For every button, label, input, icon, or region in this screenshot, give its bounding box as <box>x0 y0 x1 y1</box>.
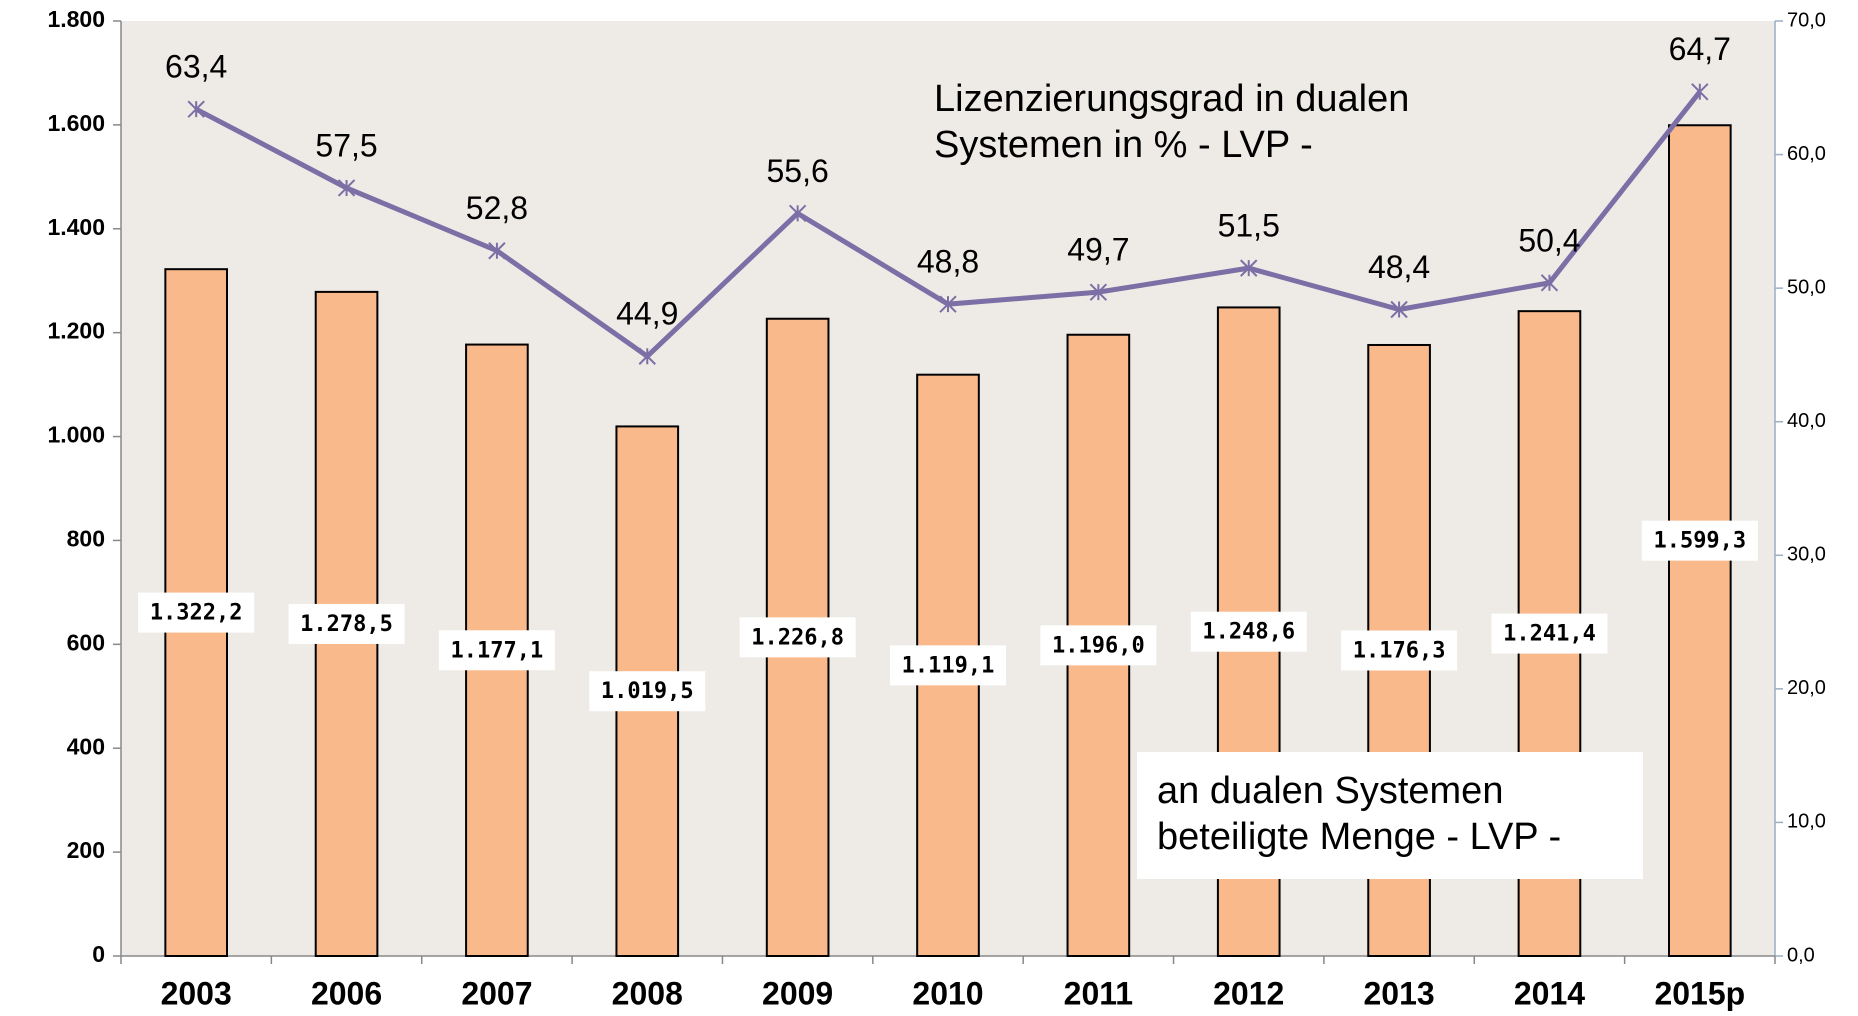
y2-tick-label: 50,0 <box>1787 276 1826 298</box>
value-label: 1.176,3 <box>1353 638 1446 663</box>
y-tick-label: 1.800 <box>47 6 105 32</box>
value-label: 49,7 <box>1067 232 1129 268</box>
value-label: 52,8 <box>466 190 528 226</box>
value-label: 1.119,1 <box>902 653 995 678</box>
y-tick-label: 1.400 <box>47 214 105 240</box>
value-label: 55,6 <box>766 153 828 189</box>
value-label: 50,4 <box>1518 222 1580 258</box>
marker <box>337 179 356 197</box>
value-label-box <box>438 630 555 671</box>
x-tick-label: 2014 <box>1514 975 1585 1011</box>
value-label-box <box>1341 630 1458 671</box>
value-label: 1.177,1 <box>451 638 544 663</box>
value-label-box <box>1641 520 1758 561</box>
x-tick-label: 2008 <box>612 975 683 1011</box>
y-tick-label: 200 <box>67 837 105 863</box>
x-tick-label: 2012 <box>1213 975 1284 1011</box>
value-label: 1.248,6 <box>1202 620 1295 645</box>
marker <box>187 100 205 118</box>
y2-tick-label: 40,0 <box>1787 410 1826 432</box>
y2-tick-label: 60,0 <box>1787 143 1826 165</box>
marker <box>1240 259 1258 277</box>
y2-tick-label: 30,0 <box>1787 544 1826 566</box>
value-label-box <box>138 592 255 633</box>
y-tick-label: 1.200 <box>47 318 105 344</box>
value-label: 44,9 <box>616 296 678 332</box>
marker <box>1089 283 1108 301</box>
value-label: 1.322,2 <box>150 601 243 626</box>
x-tick-label: 2015p <box>1654 975 1745 1011</box>
y-tick-label: 0 <box>92 941 105 967</box>
marker <box>1390 300 1408 319</box>
value-label-box <box>1190 611 1307 652</box>
x-tick-label: 2006 <box>311 975 382 1011</box>
value-label-box <box>288 603 405 644</box>
value-label: 63,4 <box>165 49 227 85</box>
value-label: 1.226,8 <box>751 625 844 650</box>
value-label-box <box>1491 613 1608 654</box>
value-label: 1.196,0 <box>1052 633 1145 658</box>
x-tick-label: 2003 <box>161 975 232 1011</box>
x-tick-label: 2010 <box>912 975 983 1011</box>
x-tick-label: 2013 <box>1363 975 1434 1011</box>
value-label: 1.599,3 <box>1653 529 1746 554</box>
y2-tick-label: 20,0 <box>1787 677 1826 699</box>
y-tick-label: 800 <box>67 526 105 552</box>
value-label: 48,4 <box>1368 249 1430 285</box>
value-label: 1.278,5 <box>300 612 393 637</box>
x-tick-label: 2011 <box>1064 975 1133 1011</box>
y-tick-label: 600 <box>67 629 105 655</box>
value-label-box <box>589 671 706 712</box>
value-label: 1.019,5 <box>601 679 694 704</box>
y2-tick-label: 70,0 <box>1787 9 1826 31</box>
line-series-label: Lizenzierungsgrad in dualen Systemen in … <box>934 78 1410 166</box>
marker <box>1540 274 1559 292</box>
value-label: 57,5 <box>315 127 377 163</box>
x-tick-label: 2007 <box>461 975 532 1011</box>
y-tick-label: 1.600 <box>47 110 105 136</box>
y-tick-label: 400 <box>67 733 105 759</box>
x-tick-label: 2009 <box>762 975 833 1011</box>
marker <box>788 204 807 223</box>
bar-series-label: an dualen Systemen beteiligte Menge - LV… <box>1137 752 1643 879</box>
y-tick-label: 1.000 <box>47 422 105 448</box>
value-label: 48,8 <box>917 244 979 280</box>
marker <box>939 295 957 313</box>
marker <box>488 242 506 260</box>
value-label-box <box>739 617 856 658</box>
value-label: 64,7 <box>1669 31 1731 67</box>
marker <box>638 347 656 365</box>
value-label-box <box>890 645 1006 686</box>
value-label-box <box>1040 625 1157 666</box>
y2-tick-label: 0,0 <box>1787 944 1815 966</box>
value-label: 1.241,4 <box>1503 622 1596 647</box>
value-label: 51,5 <box>1218 208 1280 244</box>
marker <box>1691 83 1709 101</box>
y2-tick-label: 10,0 <box>1787 811 1826 833</box>
